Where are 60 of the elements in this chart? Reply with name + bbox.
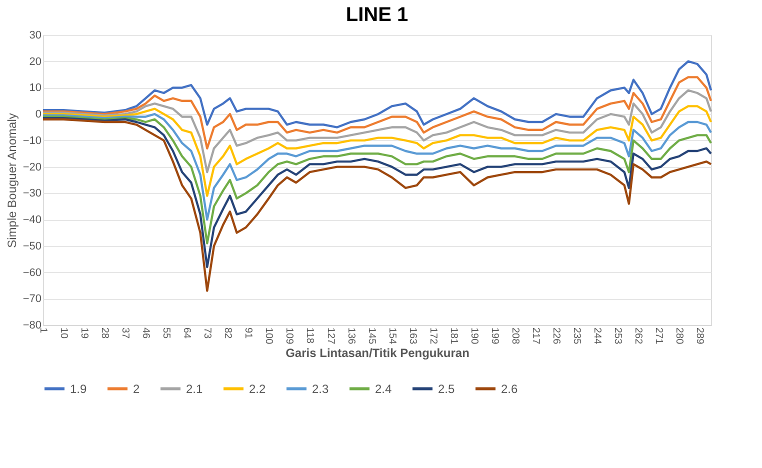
x-tick-label: 28 (99, 328, 110, 340)
x-tick-label: 73 (202, 328, 213, 340)
x-tick-label: 19 (78, 328, 90, 340)
x-tick-label: 37 (120, 328, 131, 340)
x-tick-label: 208 (509, 328, 520, 345)
x-tick-label: 217 (530, 328, 541, 345)
y-tick-label: 10 (29, 82, 42, 94)
line-series (42, 116, 712, 244)
x-tick-label: 289 (694, 328, 706, 345)
x-tick-label: 154 (386, 328, 398, 345)
x-tick-label: 235 (570, 328, 582, 345)
chart-title: LINE 1 (346, 4, 408, 26)
y-tick-label: −40 (22, 214, 42, 226)
x-tick-label: 127 (324, 328, 336, 345)
legend-label: 2.2 (249, 382, 266, 396)
line-series (42, 60, 712, 128)
x-tick-label: 190 (468, 328, 480, 345)
x-tick-label: 136 (345, 328, 356, 345)
line-series (42, 89, 712, 174)
x-tick-label: 46 (140, 328, 152, 340)
x-tick-label: 163 (406, 328, 418, 345)
x-tick-label: 172 (427, 328, 438, 345)
x-tick-label: 10 (58, 328, 70, 340)
x-tick-label: 199 (488, 328, 500, 345)
line-series (42, 105, 712, 197)
legend-label: 2.4 (375, 382, 392, 396)
x-tick-label: 253 (612, 328, 624, 345)
x-tick-label: 55 (160, 328, 172, 340)
y-tick-label: −30 (22, 188, 42, 200)
y-tick-label: −20 (22, 161, 42, 174)
x-tick-label: 109 (284, 328, 295, 345)
x-tick-label: 64 (181, 328, 192, 340)
x-tick-label: 244 (592, 328, 603, 345)
y-tick-label: −10 (22, 134, 42, 147)
x-tick-label: 118 (304, 328, 316, 344)
y-tick-label: 0 (35, 108, 42, 121)
legend-label: 2.1 (186, 382, 204, 396)
y-tick-label: −70 (22, 293, 42, 306)
y-tick-label: −50 (22, 240, 42, 252)
legend-label: 2.6 (501, 382, 518, 396)
y-tick-label: 30 (29, 30, 42, 42)
legend-label: 1.9 (70, 382, 88, 396)
y-tick-label: −60 (22, 266, 42, 279)
x-tick-label: 226 (550, 328, 562, 345)
x-tick-label: 82 (222, 328, 234, 340)
x-axis-title: Garis Lintasan/Titik Pengukuran (286, 346, 470, 360)
legend-label: 2 (133, 382, 140, 396)
x-tick-label: 100 (263, 328, 274, 345)
legend-label: 2.3 (312, 382, 330, 396)
x-tick-label: 271 (653, 328, 664, 345)
x-tick-label: 262 (632, 328, 644, 345)
y-tick-label: 20 (29, 56, 42, 68)
x-tick-label: 280 (674, 328, 685, 345)
legend-label: 2.5 (438, 382, 456, 396)
line-series (42, 76, 712, 150)
line-series (42, 112, 712, 221)
x-tick-label: 181 (448, 328, 459, 345)
y-axis-title: Simple Bouguer Anomaly (4, 113, 19, 248)
x-tick-label: 91 (242, 328, 254, 340)
x-tick-label: 145 (366, 328, 377, 345)
